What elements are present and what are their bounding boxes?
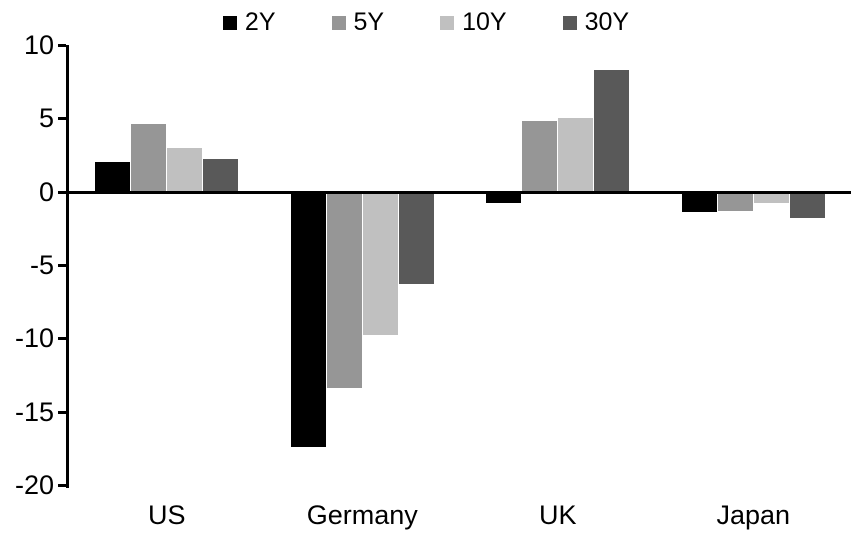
y-tick-label: -5 [29, 250, 54, 280]
bar-germany-30y [398, 191, 434, 285]
y-tick-mark [58, 44, 66, 47]
y-tick-label: 0 [38, 176, 54, 207]
zero-axis-line [66, 190, 851, 194]
x-axis-label-japan: Japan [716, 500, 791, 530]
x-axis-label-us: US [147, 500, 186, 530]
legend-swatch-icon [562, 15, 577, 30]
y-tick-label: -20 [14, 470, 54, 500]
y-tick-label: 10 [23, 30, 54, 60]
y-tick-label: -10 [14, 323, 54, 354]
bar-us-10y [167, 147, 203, 192]
bar-uk-30y [594, 69, 630, 192]
legend-label: 2Y [244, 8, 276, 36]
x-axis-label-germany: Germany [306, 500, 418, 530]
y-tick-mark [58, 264, 66, 267]
bar-germany-10y [362, 191, 398, 336]
legend-item-2y: 2Y [222, 8, 276, 36]
y-tick-mark [58, 410, 66, 414]
legend-item-5y: 5Y [331, 8, 385, 36]
bar-japan-5y [717, 191, 753, 211]
legend-item-30y: 30Y [562, 8, 630, 36]
bar-germany-2y [290, 191, 326, 447]
y-tick-label: -15 [14, 396, 54, 427]
y-axis-line [66, 45, 69, 488]
bar-japan-2y [681, 191, 717, 213]
x-axis-label-uk: UK [538, 500, 577, 530]
bar-uk-10y [558, 118, 594, 192]
bar-us-2y [95, 162, 131, 192]
legend-swatch-icon [331, 15, 346, 30]
y-tick-mark [58, 190, 66, 194]
legend-label: 30Y [584, 8, 630, 36]
legend-item-10y: 10Y [440, 8, 507, 36]
y-tick-label: 5 [38, 103, 54, 134]
legend: 2Y 5Y 10Y 30Y [0, 10, 852, 35]
y-tick-mark [58, 484, 66, 487]
y-tick-mark [58, 337, 66, 341]
bar-us-30y [203, 159, 239, 192]
bar-uk-2y [486, 191, 522, 204]
legend-swatch-icon [440, 15, 455, 30]
bar-japan-10y [753, 191, 789, 204]
legend-label: 10Y [462, 8, 507, 36]
y-tick-mark [58, 117, 66, 121]
bar-germany-5y [326, 191, 362, 389]
legend-label: 5Y [353, 8, 385, 36]
bar-us-5y [131, 124, 167, 192]
legend-swatch-icon [222, 15, 237, 30]
bar-japan-30y [789, 191, 825, 219]
bar-uk-5y [522, 121, 558, 192]
